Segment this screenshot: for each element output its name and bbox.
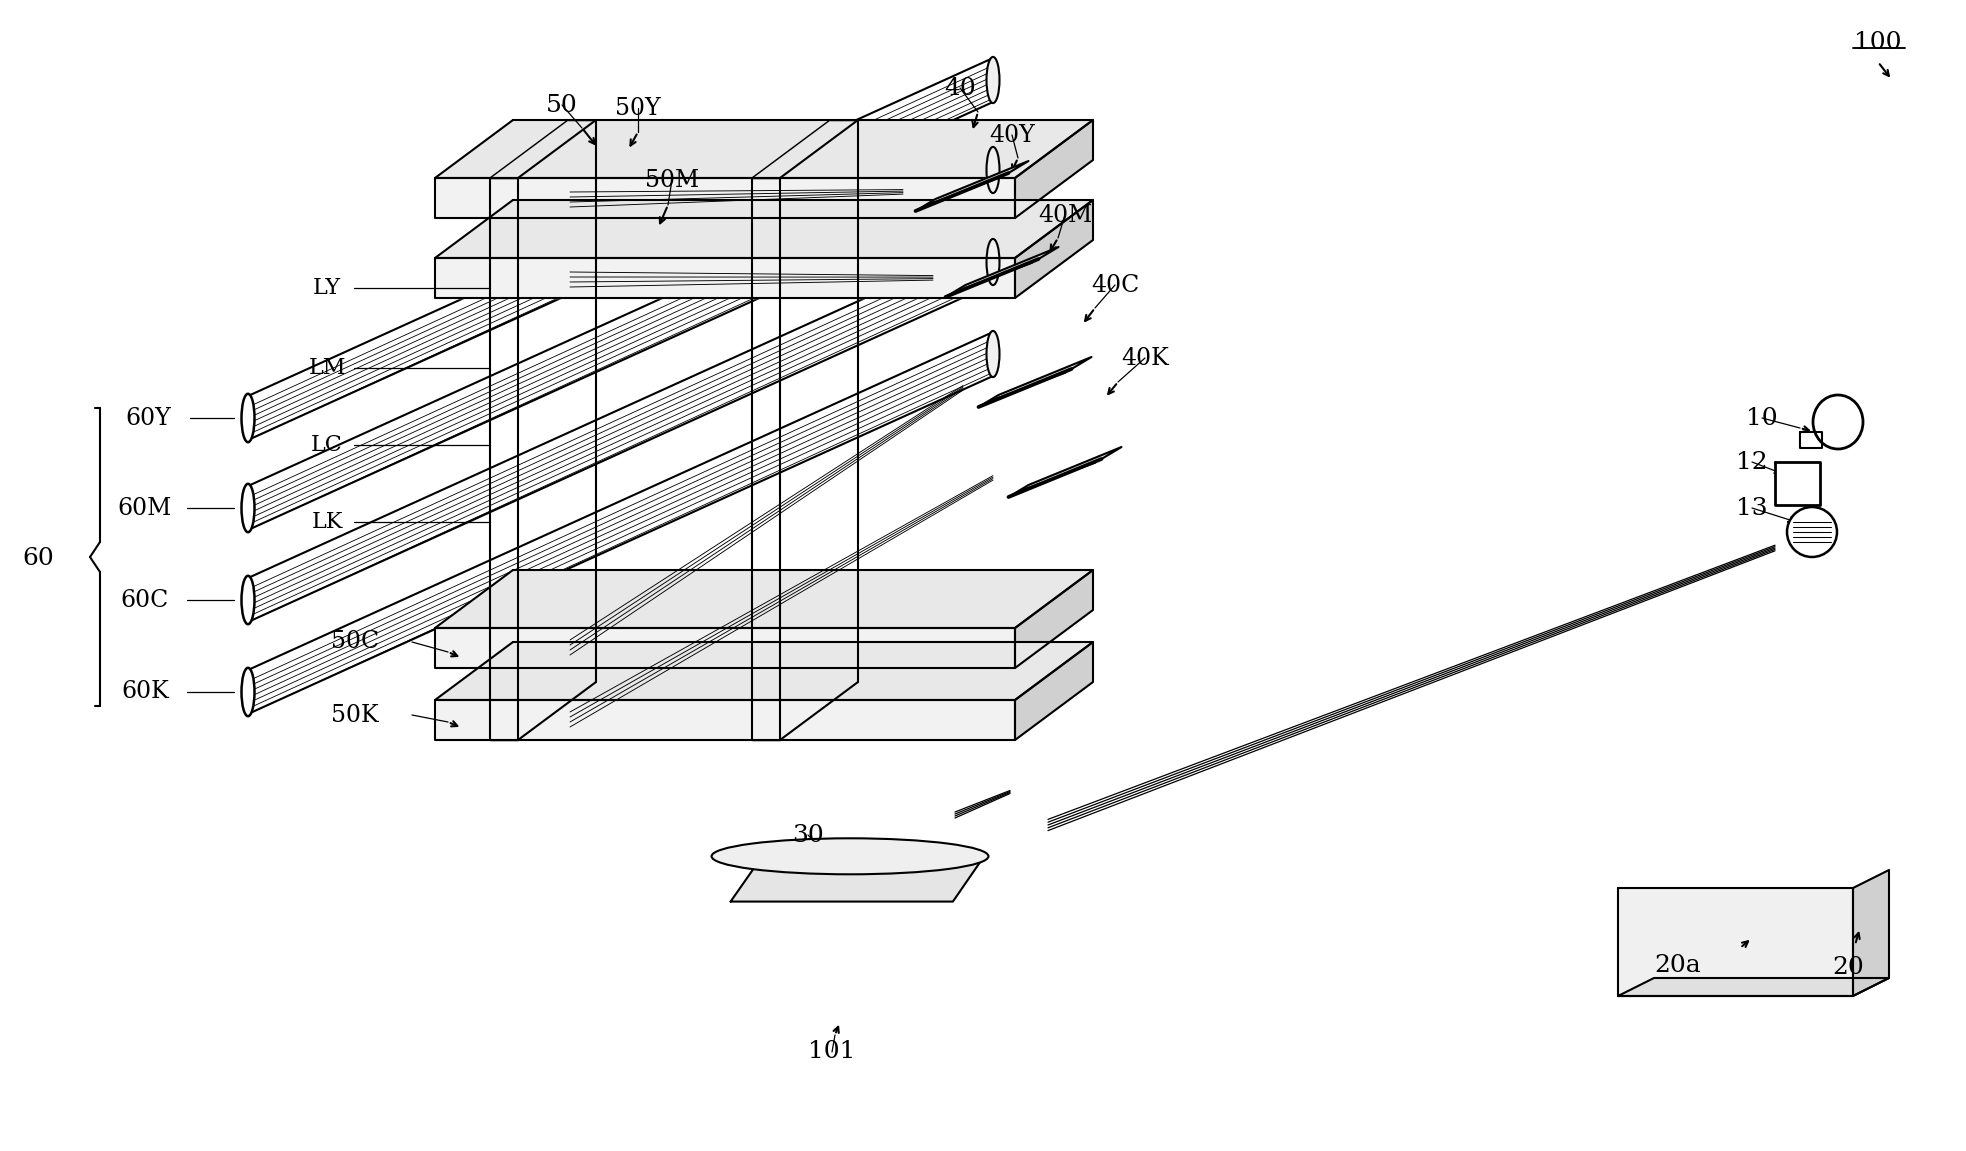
Text: 10: 10: [1746, 406, 1777, 429]
Text: 30: 30: [792, 823, 824, 846]
Text: 40C: 40C: [1091, 274, 1138, 297]
Text: 40M: 40M: [1038, 204, 1093, 227]
Text: 50Y: 50Y: [615, 97, 661, 120]
Polygon shape: [916, 161, 1028, 211]
Polygon shape: [1014, 200, 1093, 298]
Ellipse shape: [987, 239, 999, 285]
Ellipse shape: [1787, 506, 1836, 557]
Polygon shape: [1014, 120, 1093, 218]
Polygon shape: [1014, 642, 1093, 740]
Text: 40: 40: [944, 76, 975, 99]
Text: 50C: 50C: [330, 631, 379, 654]
Text: LM: LM: [309, 357, 346, 379]
Text: 60Y: 60Y: [126, 406, 171, 429]
Text: LY: LY: [313, 277, 340, 299]
Text: 12: 12: [1736, 450, 1767, 473]
Text: 20: 20: [1832, 956, 1864, 980]
Text: LC: LC: [311, 434, 342, 456]
Ellipse shape: [1813, 395, 1864, 449]
Polygon shape: [1014, 570, 1093, 668]
Polygon shape: [434, 200, 1093, 258]
Text: 60C: 60C: [120, 588, 169, 611]
Text: 60K: 60K: [122, 680, 169, 703]
Ellipse shape: [712, 838, 989, 875]
Polygon shape: [1618, 978, 1889, 996]
Polygon shape: [1801, 432, 1822, 448]
Ellipse shape: [987, 147, 999, 193]
Polygon shape: [1009, 447, 1121, 497]
Polygon shape: [731, 846, 985, 901]
Ellipse shape: [242, 668, 254, 716]
Text: 40K: 40K: [1121, 346, 1170, 369]
Polygon shape: [434, 700, 1014, 740]
Ellipse shape: [242, 483, 254, 532]
Text: 20a: 20a: [1655, 953, 1701, 976]
Text: 50: 50: [547, 93, 578, 116]
Text: 60: 60: [22, 547, 53, 570]
Ellipse shape: [987, 56, 999, 104]
Polygon shape: [979, 357, 1091, 407]
Polygon shape: [434, 178, 1014, 218]
Text: 13: 13: [1736, 496, 1767, 519]
Polygon shape: [946, 247, 1058, 297]
Text: 40Y: 40Y: [989, 123, 1034, 146]
Polygon shape: [434, 642, 1093, 700]
Polygon shape: [434, 628, 1014, 668]
Ellipse shape: [987, 330, 999, 378]
Text: LK: LK: [311, 511, 342, 533]
Text: 100: 100: [1854, 30, 1901, 53]
Polygon shape: [434, 120, 1093, 178]
Polygon shape: [1618, 889, 1854, 996]
Ellipse shape: [242, 394, 254, 442]
Polygon shape: [1775, 462, 1821, 505]
Text: 50M: 50M: [645, 168, 700, 191]
Text: 60M: 60M: [118, 496, 173, 519]
Text: 50K: 50K: [330, 703, 379, 726]
Ellipse shape: [242, 576, 254, 624]
Polygon shape: [434, 570, 1093, 628]
Polygon shape: [1854, 870, 1889, 996]
Polygon shape: [434, 258, 1014, 298]
Text: 101: 101: [808, 1041, 855, 1064]
